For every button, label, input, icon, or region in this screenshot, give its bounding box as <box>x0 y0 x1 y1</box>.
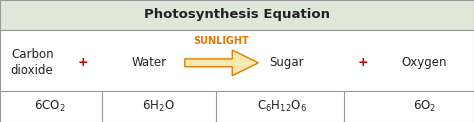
FancyArrow shape <box>185 50 258 76</box>
Text: SUNLIGHT: SUNLIGHT <box>194 36 249 46</box>
Text: 6O$_2$: 6O$_2$ <box>412 99 436 114</box>
Text: 6CO$_2$: 6CO$_2$ <box>34 99 65 114</box>
Text: Oxygen: Oxygen <box>401 56 447 69</box>
Text: Carbon
dioxide: Carbon dioxide <box>11 48 54 77</box>
Text: 6H$_2$O: 6H$_2$O <box>143 99 175 114</box>
Text: Sugar: Sugar <box>269 56 304 69</box>
Text: Water: Water <box>132 56 167 69</box>
Text: +: + <box>78 56 88 69</box>
Text: Photosynthesis Equation: Photosynthesis Equation <box>144 8 330 21</box>
Text: +: + <box>357 56 368 69</box>
Text: C$_6$H$_{12}$O$_6$: C$_6$H$_{12}$O$_6$ <box>257 99 307 114</box>
